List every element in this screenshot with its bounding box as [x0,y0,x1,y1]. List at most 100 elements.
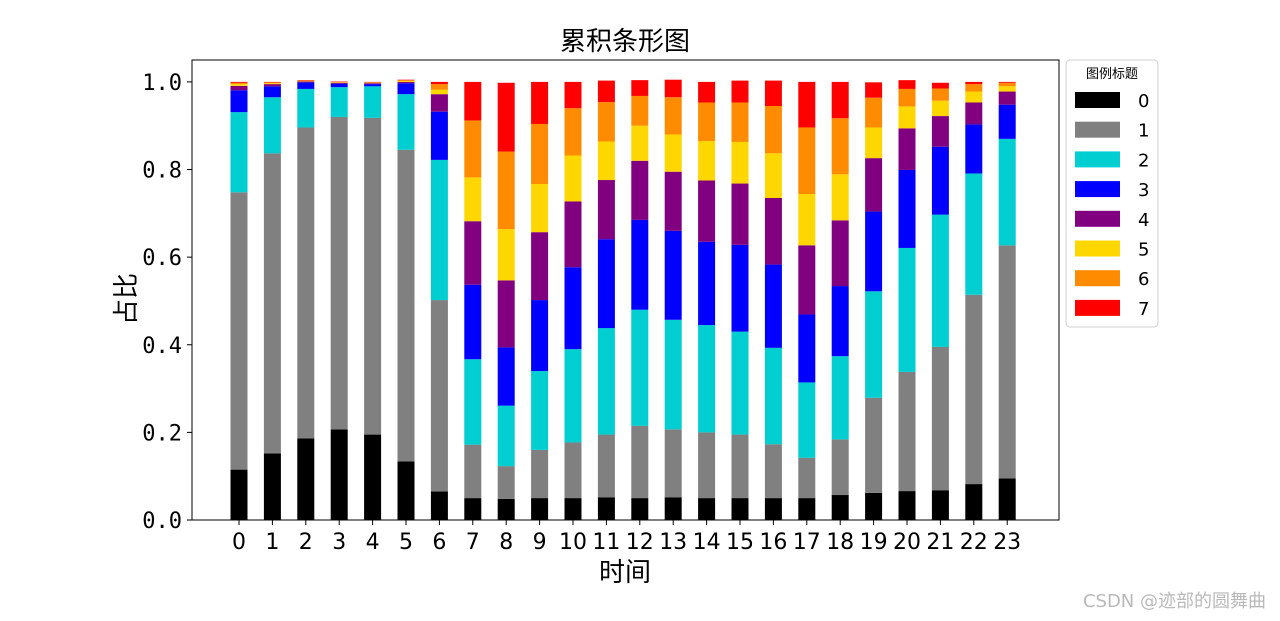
x-tick-label-13: 13 [659,530,687,555]
bar-segment-8-series-7 [497,82,515,152]
bar-segment-21-series-3 [931,146,949,215]
bar-segment-7-series-3 [464,284,482,360]
chart-title: 累积条形图 [560,27,690,57]
x-tick-label-14: 14 [693,530,721,555]
bar-segment-10-series-3 [564,267,582,350]
bar-segment-6-series-5 [430,89,448,95]
bar-segment-16-series-6 [764,106,782,154]
legend-swatch-4 [1075,210,1120,227]
bar-segment-21-series-1 [931,346,949,491]
bar-segment-20-series-4 [898,128,916,170]
bar-segment-9-series-2 [531,371,549,450]
bar-segment-0-series-6 [230,82,248,85]
bar-segment-12-series-2 [631,309,649,426]
bar-segment-13-series-5 [664,134,682,172]
bar-segment-20-series-6 [898,88,916,107]
bar-segment-17-series-5 [798,194,816,246]
bar-segment-8-series-4 [497,280,515,348]
bar-segment-18-series-7 [831,81,849,119]
bar-segment-5-series-0 [397,461,415,520]
bar-segment-4-series-0 [364,434,382,520]
bar-segment-13-series-1 [664,429,682,498]
bar-segment-3-series-0 [330,429,348,520]
x-tick-label-17: 17 [793,530,821,555]
bar-segment-11-series-2 [597,328,615,435]
bar-segment-17-series-3 [798,314,816,383]
bar-segment-20-series-7 [898,80,916,89]
legend-swatch-7 [1075,299,1120,316]
bar-segment-14-series-7 [698,81,716,103]
bar-segment-18-series-5 [831,174,849,221]
bar-segment-20-series-1 [898,371,916,492]
bar-segment-8-series-0 [497,498,515,520]
bar-segment-9-series-3 [531,300,549,372]
y-tick-label: 0.4 [142,334,182,359]
legend-label-2: 2 [1138,150,1149,171]
bar-segment-4-series-4 [364,83,382,85]
x-tick-label-2: 2 [299,530,313,555]
bar-segment-18-series-4 [831,220,849,287]
bar-segment-18-series-0 [831,495,849,520]
bar-segment-7-series-0 [464,498,482,520]
bar-segment-15-series-7 [731,80,749,103]
bar-segment-1-series-2 [263,97,281,154]
bar-segment-1-series-4 [263,84,281,87]
bar-segment-8-series-5 [497,229,515,281]
bar-segment-16-series-0 [764,498,782,520]
x-tick-label-7: 7 [466,530,480,555]
x-tick-label-9: 9 [533,530,547,555]
bar-segment-22-series-1 [965,294,983,485]
bar-segment-14-series-4 [698,180,716,242]
x-tick-label-23: 23 [993,530,1021,555]
x-tick-label-4: 4 [366,530,380,555]
bar-segment-10-series-6 [564,108,582,156]
bar-segment-12-series-4 [631,160,649,220]
bar-segment-9-series-4 [531,232,549,301]
bar-segment-19-series-3 [865,211,883,292]
bar-segment-18-series-2 [831,356,849,440]
bar-segment-3-series-1 [330,116,348,430]
y-axis-label: 占比 [112,273,142,325]
legend-label-4: 4 [1138,210,1149,231]
bar-segment-15-series-5 [731,141,749,184]
bar-segment-8-series-6 [497,151,515,230]
bar-segment-23-series-3 [998,104,1016,139]
bar-segment-12-series-3 [631,219,649,310]
bar-segment-9-series-6 [531,123,549,184]
bar-segment-4-series-1 [364,117,382,435]
legend-title: 图例标题 [1086,67,1138,82]
bar-segment-10-series-0 [564,498,582,520]
bar-segment-12-series-0 [631,498,649,520]
legend-label-1: 1 [1138,121,1149,142]
x-tick-label-20: 20 [893,530,921,555]
bar-segment-16-series-4 [764,198,782,265]
x-tick-label-11: 11 [592,530,620,555]
bar-segment-21-series-5 [931,100,949,117]
x-tick-label-21: 21 [926,530,954,555]
x-tick-label-18: 18 [826,530,854,555]
bar-segment-9-series-5 [531,183,549,233]
bar-segment-14-series-2 [698,325,716,433]
bar-segment-14-series-0 [698,498,716,520]
bar-segment-1-series-0 [263,453,281,520]
bar-segment-23-series-0 [998,478,1016,520]
bar-segment-8-series-2 [497,405,515,467]
bar-segment-12-series-5 [631,125,649,161]
bar-segment-19-series-6 [865,97,883,128]
legend: 图例标题 0 1 2 3 4 5 6 7 [1065,59,1159,328]
bar-segment-13-series-7 [664,79,682,98]
bar-segment-15-series-4 [731,183,749,245]
bar-segment-6-series-1 [430,300,448,492]
legend-swatch-1 [1075,121,1120,138]
bar-segment-12-series-6 [631,95,649,126]
bar-segment-2-series-1 [297,127,315,439]
bar-segment-20-series-5 [898,106,916,129]
bar-segment-23-series-5 [998,86,1016,92]
bar-segment-22-series-0 [965,484,983,520]
bar-segment-11-series-6 [597,102,615,142]
bar-segment-16-series-1 [764,444,782,499]
legend-swatch-3 [1075,181,1120,198]
bar-segment-6-series-0 [430,491,448,520]
bar-segment-23-series-7 [998,81,1016,83]
bar-segment-19-series-1 [865,397,883,493]
